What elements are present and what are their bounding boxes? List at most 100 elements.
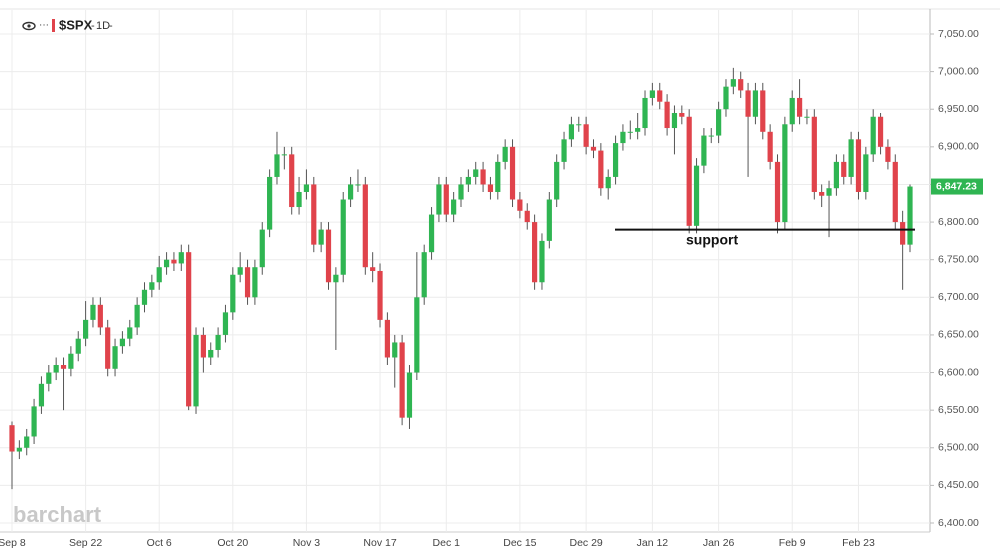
candle-body [237, 267, 243, 275]
candle-body [767, 131, 773, 162]
candle-body [347, 184, 354, 200]
candle-body [480, 169, 486, 185]
candle-body [635, 128, 641, 132]
x-tick-label: Nov 17 [363, 537, 396, 549]
candle-body [296, 191, 302, 208]
candle-body [244, 267, 251, 298]
candle-body [163, 259, 170, 268]
y-tick-label: 6,400.00 [938, 517, 979, 529]
candle-body [627, 131, 633, 133]
candle-body [760, 90, 766, 132]
candle-body [863, 154, 869, 192]
candle-body [215, 334, 221, 350]
candle-body [333, 274, 339, 283]
x-tick-label: Oct 6 [147, 537, 172, 549]
candle-body [877, 116, 884, 147]
x-tick-label: Nov 3 [293, 537, 321, 549]
dash: - [91, 20, 95, 32]
candle-body [502, 146, 508, 162]
candle-body [362, 184, 368, 268]
x-tick-label: Dec 29 [569, 537, 602, 549]
candle-body [870, 116, 876, 155]
candle-body [701, 135, 707, 166]
dash: - [109, 20, 113, 32]
candle-body [259, 229, 265, 268]
candle-body [325, 229, 332, 283]
candle-body [406, 372, 413, 418]
candle-body [208, 349, 214, 358]
candle-body [892, 161, 898, 223]
annotation: support [686, 231, 738, 247]
candle-body [149, 282, 155, 290]
candle-body [738, 79, 744, 91]
candle-body [274, 154, 280, 177]
candle-body [679, 112, 685, 117]
x-tick-label: Dec 15 [503, 537, 536, 549]
candle-body [907, 186, 913, 245]
menu-dots[interactable]: ··· [39, 20, 49, 31]
candle-body [105, 327, 111, 369]
candle-body [473, 169, 479, 177]
candle-body [186, 252, 192, 407]
y-tick-label: 6,950.00 [938, 103, 979, 115]
candle-body [436, 184, 442, 215]
candle-body [451, 199, 457, 215]
x-tick-label: Dec 1 [433, 537, 461, 549]
candle-body [178, 252, 184, 264]
candle-body [796, 97, 803, 117]
candle-body [83, 319, 89, 339]
candle-body [590, 146, 597, 151]
candle-body [517, 199, 523, 211]
candle-body [723, 86, 729, 110]
candle-body [620, 131, 626, 144]
candle-body [399, 342, 405, 418]
candle-body [855, 139, 862, 192]
candle-body [693, 165, 700, 226]
candle-body [60, 365, 67, 369]
watermark: barchart [13, 502, 102, 527]
candle-body [819, 191, 825, 196]
candle-body [811, 116, 817, 192]
candle-body [649, 90, 655, 98]
candle-body [230, 274, 236, 313]
candle-body [568, 124, 575, 140]
candle-body [414, 297, 420, 373]
candle-body [428, 214, 435, 253]
y-tick-label: 6,800.00 [938, 216, 979, 228]
candle-body [789, 97, 795, 125]
candle-body [642, 97, 648, 129]
candle-body [885, 146, 891, 162]
candle-body [24, 436, 30, 448]
candle-body [303, 184, 310, 192]
candle-body [487, 184, 494, 192]
candle-body [112, 346, 118, 369]
candle-body [289, 154, 295, 208]
x-tick-label: Jan 12 [637, 537, 669, 549]
y-tick-label: 6,500.00 [938, 442, 979, 454]
x-tick-label: Sep 22 [69, 537, 102, 549]
candle-body [657, 90, 663, 102]
y-tick-label: 6,550.00 [938, 404, 979, 416]
candle-body [9, 425, 15, 452]
candle-body [524, 210, 530, 223]
candle-body [141, 289, 148, 305]
candle-body [848, 139, 854, 177]
candle-body [583, 124, 589, 147]
candle-body [708, 135, 714, 137]
candle-body [546, 199, 552, 241]
candle-body [97, 304, 103, 328]
x-tick-label: Feb 23 [842, 537, 875, 549]
header: ··· $SPX - 1D - [22, 17, 113, 32]
candle-body [193, 334, 199, 407]
candle-body [318, 229, 324, 245]
last-price-tag [931, 178, 983, 195]
candle-body [421, 252, 427, 298]
candle-body [782, 124, 788, 223]
candle-body [576, 124, 582, 126]
interval: 1D [96, 20, 110, 32]
candle-body [752, 90, 759, 117]
eye-icon[interactable] [22, 21, 36, 31]
candle-body [671, 112, 678, 129]
last-price-label: 6,847.23 [936, 180, 977, 192]
candle-body [222, 312, 229, 335]
